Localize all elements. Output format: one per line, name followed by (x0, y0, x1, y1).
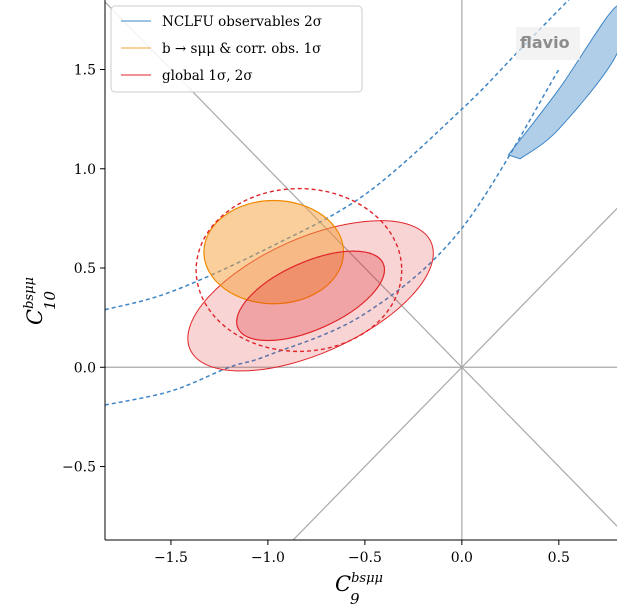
legend-box (110, 5, 363, 93)
watermark-background (516, 27, 580, 60)
y-tick-label: 0.0 (74, 360, 96, 376)
legend-label-global: global 1σ, 2σ (162, 68, 253, 84)
x-tick-label: −0.5 (348, 550, 382, 566)
x-axis-title-subscript: 9 (350, 590, 360, 608)
watermark: flavio (520, 33, 570, 52)
legend-label-bsmumu: b → sμμ & corr. obs. 1σ (162, 41, 321, 57)
global-1sigma-contour (236, 250, 386, 342)
x-tick-label: −1.5 (154, 550, 188, 566)
svg-text:Cbsμμ: Cbsμμ (335, 571, 383, 596)
x-tick-label: 0.5 (548, 550, 570, 566)
y-axis-title-subscript: 10 (41, 290, 59, 310)
legend: NCLFU observables 2σ b → sμμ & corr. obs… (110, 5, 363, 93)
y-axis-title-base: C (23, 309, 47, 325)
bsmumu-2sigma-contour (195, 187, 403, 353)
y-axis-title-superscript: bsμμ (22, 277, 37, 309)
y-ticks: −0.5 0.0 0.5 1.0 1.5 (62, 62, 105, 476)
x-axis-title-superscript: bsμμ (351, 571, 383, 586)
x-ticks: −1.5 −1.0 −0.5 0.0 0.5 (154, 540, 570, 566)
y-tick-label: −0.5 (62, 460, 96, 476)
svg-text:Cbsμμ: Cbsμμ (22, 277, 47, 325)
contours (105, 0, 617, 406)
y-tick-label: 1.0 (74, 162, 96, 178)
x-tick-label: 0.0 (451, 550, 473, 566)
nclfu-dashed-lower (105, 69, 560, 406)
y-tick-label: 0.5 (74, 261, 96, 277)
x-tick-label: −1.0 (251, 550, 285, 566)
y-tick-label: 1.5 (74, 62, 96, 78)
nclfu-contour-fill (507, 5, 617, 160)
x-axis-title: Cbsμμ 9 (335, 571, 383, 608)
y-axis-title: Cbsμμ 10 (22, 277, 59, 325)
reference-line-c10-c9 (292, 207, 617, 540)
legend-label-nclfu: NCLFU observables 2σ (162, 14, 322, 30)
x-axis-title-base: C (335, 572, 351, 596)
